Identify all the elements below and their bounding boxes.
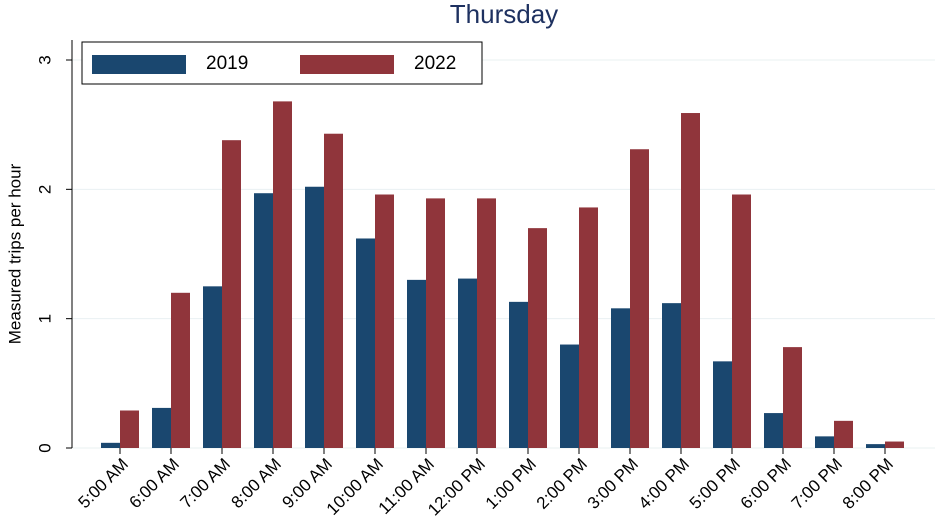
legend-swatch bbox=[300, 55, 394, 74]
legend-label: 2022 bbox=[414, 53, 456, 74]
bar bbox=[732, 194, 751, 448]
y-tick-label: 3 bbox=[35, 55, 54, 64]
bar bbox=[426, 198, 445, 448]
bar bbox=[171, 292, 190, 448]
bar bbox=[203, 286, 222, 448]
bar bbox=[611, 308, 630, 448]
bar bbox=[630, 149, 649, 449]
bar bbox=[375, 194, 394, 448]
bar bbox=[152, 407, 171, 448]
bar bbox=[120, 410, 139, 448]
y-axis-label: Measured trips per hour bbox=[5, 163, 24, 344]
y-tick-label: 2 bbox=[35, 185, 54, 194]
bar bbox=[560, 344, 579, 448]
bar bbox=[477, 198, 496, 448]
bar bbox=[866, 444, 885, 448]
y-tick-label: 0 bbox=[35, 443, 54, 452]
bar bbox=[222, 140, 241, 449]
bar bbox=[834, 420, 853, 448]
bar bbox=[681, 113, 700, 448]
bar bbox=[254, 193, 273, 448]
bar bbox=[101, 442, 120, 448]
bar bbox=[815, 436, 834, 448]
bar bbox=[528, 228, 547, 448]
bar bbox=[273, 101, 292, 449]
bar bbox=[579, 207, 598, 448]
bar bbox=[458, 278, 477, 448]
bar bbox=[407, 279, 426, 448]
bar bbox=[713, 361, 732, 448]
bar bbox=[509, 301, 528, 448]
legend-swatch bbox=[92, 55, 186, 74]
chart-title: Thursday bbox=[450, 0, 558, 29]
bar bbox=[885, 441, 904, 448]
y-tick-label: 1 bbox=[35, 314, 54, 323]
bar bbox=[662, 303, 681, 448]
bar bbox=[305, 186, 324, 448]
legend-label: 2019 bbox=[206, 53, 248, 74]
bar bbox=[324, 133, 343, 448]
bar bbox=[783, 347, 802, 448]
bar bbox=[764, 413, 783, 448]
bar bbox=[356, 238, 375, 448]
